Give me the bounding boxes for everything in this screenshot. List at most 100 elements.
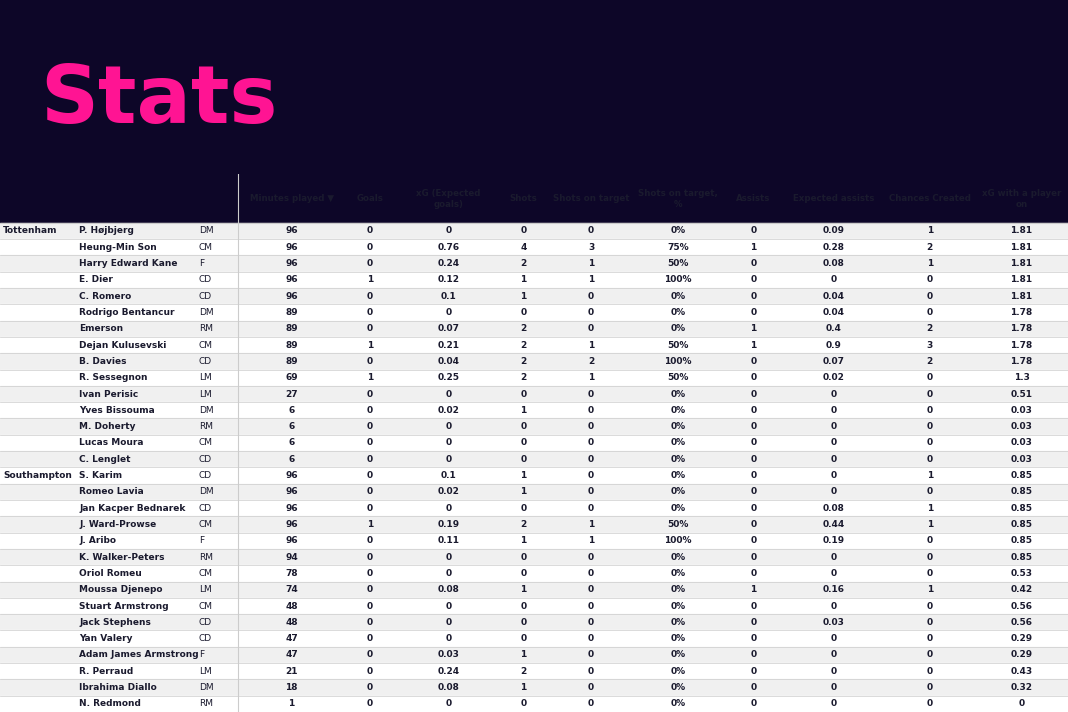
Text: 0: 0 bbox=[588, 683, 594, 692]
Text: 0%: 0% bbox=[671, 389, 686, 399]
Text: Yves Bissouma: Yves Bissouma bbox=[79, 406, 155, 415]
Text: 0: 0 bbox=[588, 292, 594, 300]
Text: 0.03: 0.03 bbox=[1010, 455, 1033, 464]
Text: 0%: 0% bbox=[671, 585, 686, 595]
Text: 96: 96 bbox=[285, 536, 298, 545]
Text: 2: 2 bbox=[588, 357, 594, 366]
Bar bbox=[0, 337, 1068, 353]
Text: 0: 0 bbox=[520, 634, 527, 643]
Text: 0: 0 bbox=[751, 422, 756, 431]
Bar bbox=[0, 630, 1068, 646]
Text: 0: 0 bbox=[520, 602, 527, 610]
Text: Oriol Romeu: Oriol Romeu bbox=[79, 569, 142, 578]
Text: Assists: Assists bbox=[736, 194, 771, 203]
Text: 0: 0 bbox=[367, 488, 373, 496]
Text: 0: 0 bbox=[927, 373, 932, 382]
Text: 0: 0 bbox=[751, 406, 756, 415]
Text: 75%: 75% bbox=[668, 243, 689, 252]
Text: 0.16: 0.16 bbox=[822, 585, 845, 595]
Text: 0: 0 bbox=[367, 357, 373, 366]
Text: Dejan Kulusevski: Dejan Kulusevski bbox=[79, 340, 167, 350]
Text: 0.28: 0.28 bbox=[822, 243, 845, 252]
Text: 0: 0 bbox=[588, 488, 594, 496]
Text: 0: 0 bbox=[927, 699, 932, 708]
Text: 0: 0 bbox=[445, 553, 452, 562]
Text: 1.81: 1.81 bbox=[1010, 292, 1033, 300]
Text: 0: 0 bbox=[367, 471, 373, 480]
Text: 0%: 0% bbox=[671, 471, 686, 480]
Text: 0: 0 bbox=[367, 602, 373, 610]
Text: 0.04: 0.04 bbox=[822, 308, 845, 317]
Bar bbox=[0, 272, 1068, 288]
Text: LM: LM bbox=[199, 585, 211, 595]
Text: CD: CD bbox=[199, 455, 211, 464]
Text: 0.32: 0.32 bbox=[1010, 683, 1033, 692]
Text: 1: 1 bbox=[520, 471, 527, 480]
Text: 1: 1 bbox=[588, 276, 594, 284]
Text: 0: 0 bbox=[751, 699, 756, 708]
Text: Chances Created: Chances Created bbox=[889, 194, 971, 203]
Text: 0.04: 0.04 bbox=[438, 357, 459, 366]
Text: Ibrahima Diallo: Ibrahima Diallo bbox=[79, 683, 157, 692]
Text: 1: 1 bbox=[588, 259, 594, 268]
Text: 1: 1 bbox=[520, 683, 527, 692]
Text: 0: 0 bbox=[831, 422, 836, 431]
Text: 0: 0 bbox=[367, 634, 373, 643]
Text: 0.03: 0.03 bbox=[1010, 422, 1033, 431]
Text: Minutes played ▼: Minutes played ▼ bbox=[250, 194, 333, 203]
Text: 0: 0 bbox=[367, 683, 373, 692]
Text: 0: 0 bbox=[751, 683, 756, 692]
Text: 0: 0 bbox=[367, 651, 373, 659]
Bar bbox=[0, 386, 1068, 402]
Text: 1.81: 1.81 bbox=[1010, 243, 1033, 252]
Text: Tottenham: Tottenham bbox=[3, 226, 58, 236]
Text: 0: 0 bbox=[588, 406, 594, 415]
Text: 1: 1 bbox=[520, 276, 527, 284]
Bar bbox=[0, 435, 1068, 451]
Text: 0: 0 bbox=[751, 569, 756, 578]
Text: 0: 0 bbox=[588, 226, 594, 236]
Text: 0%: 0% bbox=[671, 406, 686, 415]
Text: 0%: 0% bbox=[671, 569, 686, 578]
Text: 0: 0 bbox=[927, 276, 932, 284]
Text: 1: 1 bbox=[588, 520, 594, 529]
Text: 0: 0 bbox=[751, 553, 756, 562]
Text: 1: 1 bbox=[288, 699, 295, 708]
Text: 1: 1 bbox=[520, 536, 527, 545]
Text: 6: 6 bbox=[288, 422, 295, 431]
Bar bbox=[0, 663, 1068, 679]
Text: 0.12: 0.12 bbox=[438, 276, 459, 284]
Text: 6: 6 bbox=[288, 406, 295, 415]
Text: Lucas Moura: Lucas Moura bbox=[79, 439, 143, 447]
Text: 0: 0 bbox=[367, 439, 373, 447]
Text: 0.56: 0.56 bbox=[1010, 602, 1033, 610]
Text: 1: 1 bbox=[927, 259, 932, 268]
Text: 96: 96 bbox=[285, 471, 298, 480]
Text: xG (Expected
goals): xG (Expected goals) bbox=[417, 189, 481, 209]
Text: 0: 0 bbox=[927, 488, 932, 496]
Text: 96: 96 bbox=[285, 520, 298, 529]
Text: 0: 0 bbox=[367, 569, 373, 578]
Text: 1: 1 bbox=[367, 340, 373, 350]
Text: LM: LM bbox=[199, 373, 211, 382]
Text: 0: 0 bbox=[831, 569, 836, 578]
Text: 0%: 0% bbox=[671, 308, 686, 317]
Text: RM: RM bbox=[199, 699, 213, 708]
Text: 89: 89 bbox=[285, 357, 298, 366]
Text: F: F bbox=[199, 259, 204, 268]
Text: 100%: 100% bbox=[664, 276, 692, 284]
Text: 0.08: 0.08 bbox=[822, 503, 845, 513]
Text: 1.3: 1.3 bbox=[1014, 373, 1030, 382]
Text: 0: 0 bbox=[927, 406, 932, 415]
Text: 0.4: 0.4 bbox=[826, 324, 842, 333]
Text: 0: 0 bbox=[831, 651, 836, 659]
Text: 94: 94 bbox=[285, 553, 298, 562]
Text: 0: 0 bbox=[367, 585, 373, 595]
Text: 50%: 50% bbox=[668, 340, 689, 350]
Text: 0%: 0% bbox=[671, 503, 686, 513]
Text: 1.78: 1.78 bbox=[1010, 308, 1033, 317]
Text: CD: CD bbox=[199, 357, 211, 366]
Text: 0: 0 bbox=[367, 503, 373, 513]
Text: 0: 0 bbox=[367, 618, 373, 627]
Text: 1: 1 bbox=[927, 585, 932, 595]
